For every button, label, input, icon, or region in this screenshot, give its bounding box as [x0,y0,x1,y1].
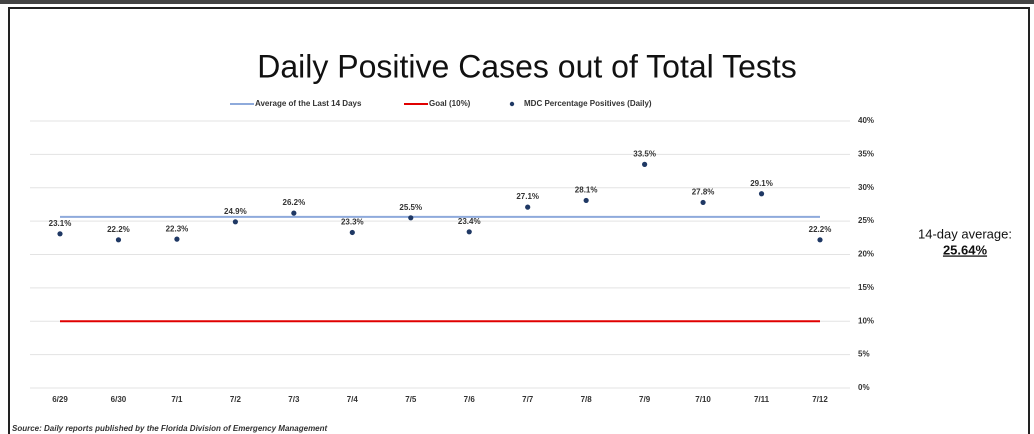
point [232,219,238,225]
data-label: 23.1% [49,219,72,228]
data-label: 29.1% [750,179,773,188]
frame [8,7,1030,434]
x-tick-label: 7/5 [405,395,417,404]
source: Source: Daily reports published by the F… [12,424,328,433]
legend-label: Goal (10%) [429,99,471,108]
data-label: 27.8% [692,188,715,197]
legend-label: MDC Percentage Positives (Daily) [524,99,652,108]
x-tick-label: 7/1 [171,395,183,404]
y-tick-label: 30% [858,183,874,192]
point [758,191,765,197]
x-tick-label: 6/30 [111,395,127,404]
point [291,210,297,216]
data-label: 26.2% [283,198,306,207]
x-tick-label: 7/9 [639,395,651,404]
x-tick-label: 7/12 [812,395,828,404]
data-label: 22.2% [107,225,130,234]
data-label: 22.3% [166,224,189,233]
x-tick-label: 7/7 [522,395,534,404]
y-tick-label: 5% [858,350,870,359]
point [700,199,706,206]
legend-swatch [509,101,515,107]
x-tick-label: 7/2 [230,395,242,404]
x-tick-label: 7/8 [581,395,593,404]
point [817,237,823,243]
y-tick-label: 40% [858,116,874,125]
data-label: 23.4% [458,217,481,226]
y-tick-label: 25% [858,216,874,225]
x-tick-label: 6/29 [52,395,68,404]
data-label: 24.9% [224,207,247,216]
data-label: 23.3% [341,218,364,227]
point [583,197,589,204]
legend-label: Average of the Last 14 Days [255,99,362,108]
data-label: 27.1% [516,192,539,201]
annotation: 14-day average: [918,226,1012,241]
point [642,161,648,167]
chart-title: Daily Positive Cases out of Total Tests [257,48,797,84]
x-tick-label: 7/11 [754,395,770,404]
x-tick-label: 7/4 [347,395,359,404]
y-tick-label: 10% [858,316,874,325]
average-value: 25.64% [943,242,988,257]
x-tick-label: 7/3 [288,395,300,404]
data-label: 28.1% [575,186,598,195]
data-label: 22.2% [809,225,832,234]
point [115,237,122,243]
point [525,204,531,210]
data-label: 33.5% [633,149,656,158]
point [408,215,414,221]
x-tick-label: 7/6 [464,395,476,404]
point [466,229,472,235]
top-edge [0,0,1034,4]
x-tick-label: 7/10 [695,395,711,404]
point [57,231,63,237]
y-tick-label: 15% [858,283,874,292]
y-tick-label: 0% [858,383,870,392]
point [174,236,180,242]
y-tick-label: 20% [858,250,874,259]
point [349,229,355,236]
y-tick-label: 35% [858,149,874,158]
data-label: 25.5% [399,203,422,212]
